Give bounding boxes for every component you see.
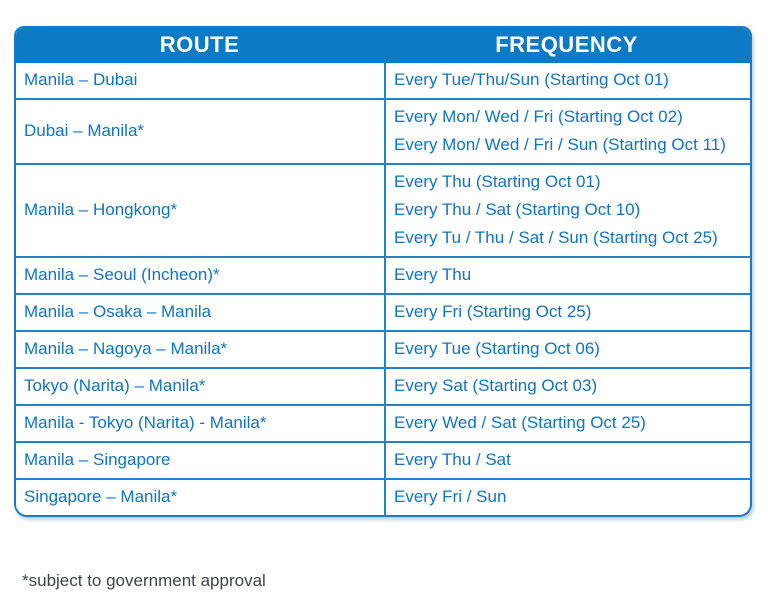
table-row: Manila – Nagoya – Manila* Every Tue (Sta… [16,330,750,367]
table-row: Manila – Osaka – Manila Every Fri (Start… [16,293,750,330]
frequency-cell: Every Sat (Starting Oct 03) [386,369,750,404]
frequency-line: Every Sat (Starting Oct 03) [393,376,598,395]
route-cell: Dubai – Manila* [16,100,386,163]
frequency-cell: Every Fri (Starting Oct 25) [386,295,750,330]
route-cell: Manila – Osaka – Manila [16,295,386,330]
table-row: Tokyo (Narita) – Manila* Every Sat (Star… [16,367,750,404]
route-cell: Manila – Seoul (Incheon)* [16,258,386,293]
frequency-cell: Every Thu [386,258,750,293]
frequency-cell: Every Wed / Sat (Starting Oct 25) [386,406,750,441]
frequency-line: Every Mon/ Wed / Fri / Sun (Starting Oct… [393,135,726,154]
table-row: Singapore – Manila* Every Fri / Sun [16,478,750,515]
frequency-line: Every Thu [393,265,472,284]
table-header-row: ROUTE FREQUENCY [16,28,750,63]
column-header-route: ROUTE [159,32,240,57]
table-row: Manila – Seoul (Incheon)* Every Thu [16,256,750,293]
table-row: Manila – Singapore Every Thu / Sat [16,441,750,478]
frequency-line: Every Tue/Thu/Sun (Starting Oct 01) [393,70,669,89]
route-cell: Manila – Nagoya – Manila* [16,332,386,367]
table-row: Manila – Hongkong* Every Thu (Starting O… [16,163,750,256]
column-header-frequency: FREQUENCY [495,32,638,57]
frequency-cell: Every Tue/Thu/Sun (Starting Oct 01) [386,63,750,98]
route-cell: Manila – Dubai [16,63,386,98]
frequency-line: Every Thu / Sat (Starting Oct 10) [393,200,641,219]
table-body: Manila – Dubai Every Tue/Thu/Sun (Starti… [16,63,750,515]
route-cell: Manila – Hongkong* [16,165,386,256]
frequency-line: Every Fri / Sun [393,487,507,506]
route-cell: Singapore – Manila* [16,480,386,515]
frequency-line: Every Wed / Sat (Starting Oct 25) [393,413,646,432]
frequency-cell: Every Mon/ Wed / Fri (Starting Oct 02) Ev… [386,100,750,163]
footnote: *subject to government approval [22,571,266,590]
route-cell: Tokyo (Narita) – Manila* [16,369,386,404]
flight-schedule-table: ROUTE FREQUENCY Manila – Dubai Every Tue… [14,26,752,517]
table-row: Manila - Tokyo (Narita) - Manila* Every … [16,404,750,441]
frequency-line: Every Thu (Starting Oct 01) [393,172,601,191]
frequency-line: Every Fri (Starting Oct 25) [393,302,592,321]
frequency-cell: Every Fri / Sun [386,480,750,515]
table-row: Dubai – Manila* Every Mon/ Wed / Fri (St… [16,98,750,163]
route-cell: Manila - Tokyo (Narita) - Manila* [16,406,386,441]
frequency-line: Every Tue (Starting Oct 06) [393,339,600,358]
route-cell: Manila – Singapore [16,443,386,478]
frequency-line: Every Mon/ Wed / Fri (Starting Oct 02) [393,107,683,126]
frequency-cell: Every Thu (Starting Oct 01) Every Thu / S… [386,165,750,256]
frequency-line: Every Tu / Thu / Sat / Sun (Starting Oct… [393,228,718,247]
frequency-cell: Every Tue (Starting Oct 06) [386,332,750,367]
table-row: Manila – Dubai Every Tue/Thu/Sun (Starti… [16,63,750,98]
frequency-cell: Every Thu / Sat [386,443,750,478]
frequency-line: Every Thu / Sat [393,450,511,469]
